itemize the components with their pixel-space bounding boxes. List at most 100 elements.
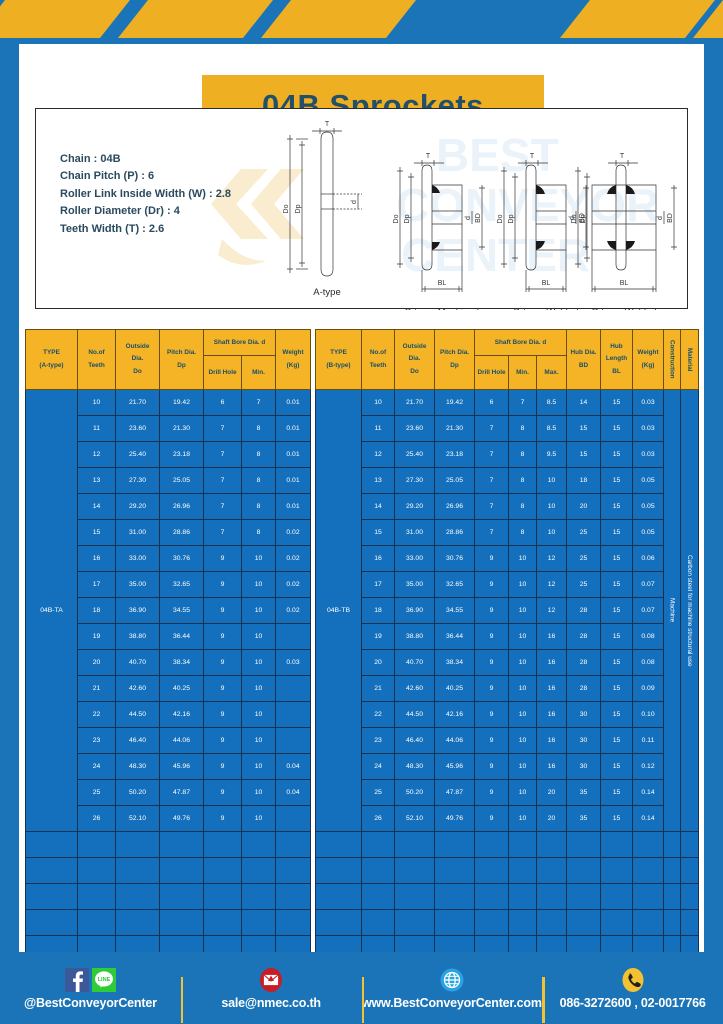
cell-empty [77,883,116,910]
phone-icon[interactable] [620,967,646,993]
cell-bd: 15 [566,441,601,468]
col-hub-length: Hub Length BL [600,329,633,390]
cell-teeth: 12 [361,441,395,468]
col-type: TYPE (B-type) [315,329,362,390]
line-icon[interactable]: LINE [91,967,116,992]
cell-do: 38.80 [394,623,435,650]
cell-kg: 0.05 [632,467,664,494]
cell-do: 46.40 [394,727,435,754]
cell-empty [536,883,567,910]
cell-max: 16 [536,727,567,754]
cell-drill: 9 [474,805,509,832]
cell-empty [434,831,475,858]
svg-text:BL: BL [620,280,629,287]
cell-drill: 9 [203,779,242,806]
cell-dp: 38.34 [159,649,204,676]
cell-do: 21.70 [394,389,435,416]
cell-max: 12 [536,571,567,598]
cell-empty [508,831,537,858]
cell-drill: 7 [474,493,509,520]
cell-kg: 0.01 [275,493,311,520]
cell-drill: 7 [203,415,242,442]
table-row: 21 42.60 40.25 9 10 16 28 15 0.09 [316,675,699,702]
cell-empty [203,831,242,858]
cell-min: 10 [508,623,537,650]
table-row: 04B-TA 10 21.70 19.42 6 7 0.01 [25,389,311,832]
table-row-empty [25,883,311,910]
cell-empty [434,909,475,936]
cell-empty [241,909,276,936]
cell-dp: 26.96 [434,493,475,520]
cell-teeth: 24 [77,753,116,780]
cell-kg: 0.02 [275,571,311,598]
cell-min: 8 [241,467,276,494]
cell-empty [203,909,242,936]
cell-empty [25,857,78,884]
spec-line-chain: Chain : 04B [60,153,121,165]
email-address: sale@nmec.co.th [221,995,321,1010]
cell-empty [566,883,601,910]
cell-empty [632,831,664,858]
cell-empty [25,883,78,910]
cell-type: 04B-TA [25,389,78,832]
cell-empty [159,909,204,936]
cell-empty [77,857,116,884]
cell-dp: 38.34 [434,649,475,676]
cell-empty [25,909,78,936]
col-outside-dia: Outside Dia. Do [394,329,435,390]
cell-empty [663,883,681,910]
cell-max: 9.5 [536,441,567,468]
cell-min: 8 [508,493,537,520]
globe-icon[interactable] [439,967,465,993]
cell-teeth: 22 [77,701,116,728]
cell-kg: 0.04 [275,753,311,780]
cell-do: 52.10 [115,805,160,832]
email-icons [258,967,284,993]
footer-item-social[interactable]: LINE @BestConveyorCenter [0,967,181,1010]
footer-item-email[interactable]: sale@nmec.co.th [180,967,362,1023]
cell-do: 42.60 [394,675,435,702]
cell-min: 8 [508,467,537,494]
cell-drill: 7 [474,415,509,442]
svg-text:Do: Do [571,214,578,223]
cell-dp: 28.86 [434,519,475,546]
cell-empty [394,857,435,884]
facebook-icon[interactable] [64,967,89,992]
cell-dp: 44.06 [434,727,475,754]
cell-dp: 32.65 [159,571,204,598]
cell-teeth: 10 [77,389,116,416]
col-drill-hole: Drill Hole [203,355,242,390]
cell-min: 10 [241,545,276,572]
cell-kg [275,701,311,728]
table-row: 25 50.20 47.87 9 10 20 35 15 0.14 [316,779,699,806]
cell-bd: 28 [566,623,601,650]
cell-empty [77,909,116,936]
cell-dp: 32.65 [434,571,475,598]
table-row-empty [25,909,311,936]
cell-do: 31.00 [115,519,160,546]
cell-min: 8 [508,415,537,442]
footer-item-website[interactable]: www.BestConveyorCenter.com [361,967,543,1023]
cell-bd: 30 [566,753,601,780]
cell-bd: 14 [566,389,601,416]
social-handle: @BestConveyorCenter [24,995,157,1010]
cell-do: 44.50 [394,701,435,728]
svg-text:d: d [657,216,664,220]
svg-text:Dp: Dp [295,204,302,213]
cell-teeth: 11 [361,415,395,442]
cell-teeth: 16 [361,545,395,572]
svg-text:Do: Do [393,214,400,223]
cell-min: 10 [241,701,276,728]
cell-max: 16 [536,675,567,702]
cell-do: 33.00 [394,545,435,572]
spec-list: Chain : 04B Chain Pitch (P) : 6 Roller L… [60,151,231,238]
footer-item-phone[interactable]: 086-3272600 , 02-0017766 [542,967,723,1023]
table-row: 11 23.60 21.30 7 8 8.5 15 15 0.03 [316,415,699,442]
cell-empty [508,857,537,884]
table-row-empty [315,883,699,910]
email-icon[interactable] [258,967,284,993]
cell-empty [474,857,509,884]
col-min: Min. [508,355,537,390]
col-shaft-bore-group: Shaft Bore Dia. d [203,329,276,356]
